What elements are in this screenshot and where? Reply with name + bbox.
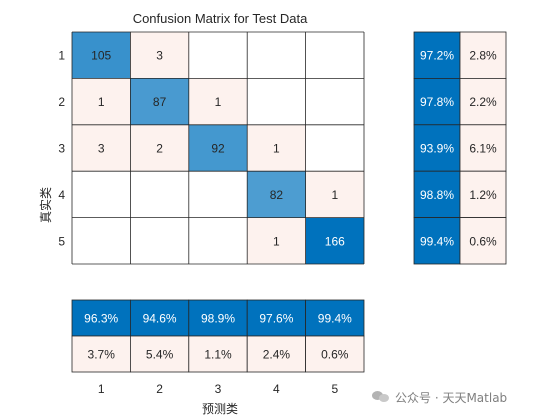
matrix-cell	[188, 171, 248, 218]
y-tick-label: 2	[58, 95, 65, 109]
matrix-cell	[305, 217, 364, 264]
row-summary-value: 2.8%	[469, 49, 497, 63]
row-summary-value: 99.4%	[420, 234, 454, 248]
watermark-text: 公众号 · 天天Matlab	[395, 390, 508, 405]
tick-labels: 1 1 2 2 3 3 4 4 5 5	[58, 49, 338, 396]
matrix-cell	[72, 217, 131, 264]
row-summary-value: 98.8%	[420, 188, 454, 202]
cell-value: 87	[153, 95, 167, 109]
y-axis-label: 真实类	[38, 187, 53, 223]
row-summary-value: 6.1%	[469, 142, 497, 156]
column-summary-cell	[71, 299, 131, 337]
row-summary-cell	[413, 78, 461, 126]
column-summary-value: 99.4%	[318, 312, 352, 326]
column-summary-cell	[305, 335, 365, 373]
row-summary-cell	[413, 31, 461, 79]
cell-value: 1	[273, 142, 280, 156]
matrix-cell	[247, 171, 306, 218]
matrix-cell	[247, 217, 306, 264]
matrix-cell	[72, 171, 131, 218]
column-summary-value: 5.4%	[146, 348, 174, 362]
matrix-cell	[72, 78, 131, 125]
column-summary-value: 3.7%	[88, 348, 116, 362]
row-summary-value: 2.2%	[469, 95, 497, 109]
matrix-cell	[305, 78, 364, 125]
matrix-cell	[305, 32, 364, 79]
row-summary: 97.2% 2.8% 97.8% 2.2% 93.9% 6.1% 98.8% 1.2% 99.4…	[413, 31, 507, 265]
row-summary-value: 1.2%	[469, 188, 497, 202]
x-tick-label: 1	[98, 382, 105, 396]
row-summary-cell	[459, 31, 507, 79]
matrix-cell	[130, 124, 189, 172]
cell-value: 1	[215, 95, 222, 109]
matrix-cell	[247, 124, 306, 172]
cell-value: 1	[273, 234, 280, 248]
cell-value: 105	[91, 49, 111, 63]
column-summary-value: 97.6%	[259, 312, 293, 326]
row-summary-value: 93.9%	[420, 142, 454, 156]
y-tick-label: 1	[58, 49, 65, 63]
cell-value: 166	[325, 234, 345, 248]
row-summary-cell	[413, 217, 461, 265]
cell-value: 3	[156, 49, 163, 63]
column-summary-cell	[305, 299, 365, 337]
row-summary-value: 97.2%	[420, 49, 454, 63]
y-tick-label: 3	[58, 142, 65, 156]
matrix-cell	[130, 217, 189, 264]
cell-value: 1	[98, 95, 105, 109]
matrix-cell	[72, 32, 131, 79]
x-tick-label: 2	[156, 382, 163, 396]
matrix-cell	[72, 124, 131, 172]
row-summary-cell	[459, 217, 507, 265]
column-summary-cell	[129, 335, 190, 373]
cell-value: 82	[270, 188, 284, 202]
matrix-cell	[130, 78, 189, 125]
row-summary-value: 0.6%	[469, 234, 497, 248]
column-summary-value: 0.6%	[321, 348, 349, 362]
wechat-icon	[372, 389, 390, 405]
x-tick-label: 3	[215, 382, 222, 396]
y-tick-label: 5	[58, 234, 65, 248]
x-axis-label: 预测类	[202, 402, 238, 416]
column-summary-cell	[188, 299, 248, 337]
matrix-cell	[305, 124, 364, 172]
column-summary-value: 98.9%	[201, 312, 235, 326]
matrix-cell	[188, 124, 248, 172]
cell-value: 2	[156, 142, 163, 156]
matrix-cell	[130, 171, 189, 218]
column-summary-value: 96.3%	[84, 312, 118, 326]
y-tick-label: 4	[58, 188, 65, 202]
chart-title: Confusion Matrix for Test Data	[133, 11, 308, 26]
cell-value: 1	[331, 188, 338, 202]
x-tick-label: 4	[273, 382, 280, 396]
x-tick-label: 5	[331, 382, 338, 396]
row-summary-cell	[413, 170, 461, 218]
column-summary: 96.3% 94.6% 98.9% 97.6% 99.4% 3.7% 5.4% 1.1% 2.4…	[71, 299, 365, 373]
cell-value: 3	[98, 142, 105, 156]
row-summary-cell	[459, 170, 507, 218]
matrix-grid	[71, 31, 365, 265]
column-summary-value: 94.6%	[143, 312, 177, 326]
cell-value: 92	[211, 142, 225, 156]
matrix-cells: 105 31 87 13 2 92 182 11 166	[72, 32, 364, 264]
row-summary-value: 97.8%	[420, 95, 454, 109]
matrix-cell	[130, 32, 189, 79]
matrix-cell	[188, 32, 248, 79]
matrix-cell	[188, 78, 248, 125]
watermark: 公众号 · 天天Matlab	[372, 387, 552, 407]
column-summary-value: 1.1%	[204, 348, 232, 362]
column-summary-cell	[188, 335, 248, 373]
matrix-cell	[305, 171, 364, 218]
matrix-cell	[188, 217, 248, 264]
matrix-cell	[247, 78, 306, 125]
matrix-cell	[247, 32, 306, 79]
column-summary-value: 2.4%	[263, 348, 291, 362]
